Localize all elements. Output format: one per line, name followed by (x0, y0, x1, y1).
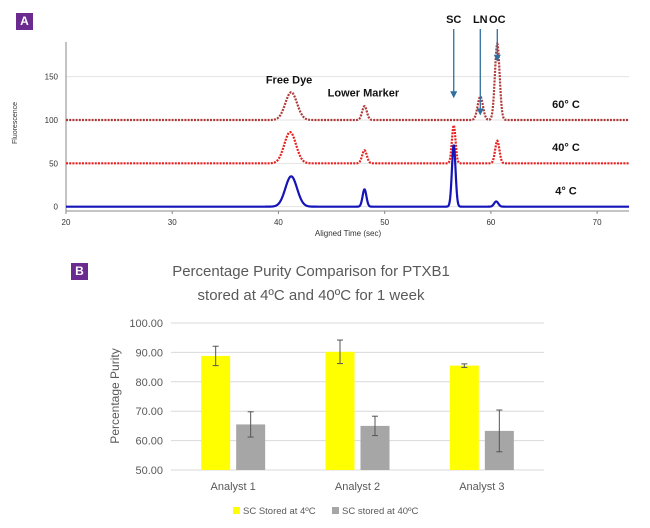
y-tick-label: 50.00 (135, 465, 163, 477)
peak-annotation: Lower Marker (328, 88, 400, 100)
legend: SC Stored at 4ºC SC stored at 40ºC (233, 506, 418, 517)
peak-arrowhead (476, 108, 484, 116)
tick-labels: 50.00 60.00 70.00 80.00 90.00 100.00 Analyst 1… (129, 318, 504, 493)
trace-2 (66, 144, 629, 208)
bars (201, 351, 514, 470)
y-tick-label: 90.00 (135, 347, 163, 359)
trace-0 (66, 40, 629, 122)
x-tick-label: 20 (62, 218, 71, 227)
electropherogram-chart: 0 50 100 150 20 30 40 50 60 70 Free Dye Lower Mark… (12, 14, 629, 238)
peak-marker-label: OC (489, 14, 506, 26)
annotations: Free Dye Lower Marker 60° C 40° C 4° C SC LN OC (266, 14, 580, 198)
chart-title-line-2: stored at 4ºC and 40ºC for 1 week (198, 287, 425, 304)
y-tick-label: 100 (45, 116, 59, 125)
legend-swatch (332, 507, 339, 514)
traces (66, 40, 629, 208)
y-axis-label: Fluorescence (12, 102, 19, 144)
y-tick-label: 50 (49, 159, 58, 168)
peak-marker-label: SC (446, 14, 461, 26)
y-tick-label: 60.00 (135, 436, 163, 448)
chart-title-line-1: Percentage Purity Comparison for PTXB1 (172, 263, 450, 280)
legend-swatch (233, 507, 240, 514)
x-tick-label: 70 (593, 218, 602, 227)
bar-4c (201, 355, 231, 470)
legend-label: SC stored at 40ºC (342, 506, 418, 517)
peak-arrowhead (493, 54, 501, 62)
error-bars (212, 339, 503, 453)
peak-arrowhead (450, 91, 458, 99)
y-tick-label: 70.00 (135, 406, 163, 418)
bar-4c (325, 351, 355, 470)
x-tick-label: 30 (168, 218, 177, 227)
x-axis-label: Aligned Time (sec) (315, 229, 382, 238)
y-tick-label: 80.00 (135, 377, 163, 389)
series-label: 4° C (555, 186, 577, 198)
x-tick-label: Analyst 1 (211, 481, 256, 493)
axes: 0 50 100 150 20 30 40 50 60 70 (45, 42, 629, 227)
bar-4c (449, 365, 479, 470)
x-tick-label: 60 (486, 218, 495, 227)
x-tick-label: Analyst 2 (335, 481, 380, 493)
y-tick-label: 0 (54, 203, 59, 212)
y-gridlines (171, 322, 544, 471)
y-tick-label: 100.00 (129, 318, 163, 330)
x-tick-label: 50 (380, 218, 389, 227)
peak-annotation: Free Dye (266, 75, 312, 87)
series-label: 40° C (552, 142, 580, 154)
y-tick-label: 150 (45, 73, 59, 82)
x-tick-label: 40 (274, 218, 283, 227)
peak-marker-label: LN (473, 14, 488, 26)
y-axis-label: Percentage Purity (108, 348, 122, 443)
panel-label-a: A (16, 13, 33, 30)
panel-label-b: B (71, 263, 88, 280)
trace-1 (66, 124, 629, 165)
legend-label: SC Stored at 4ºC (243, 506, 316, 517)
x-tick-label: Analyst 3 (459, 481, 504, 493)
series-label: 60° C (552, 99, 580, 111)
